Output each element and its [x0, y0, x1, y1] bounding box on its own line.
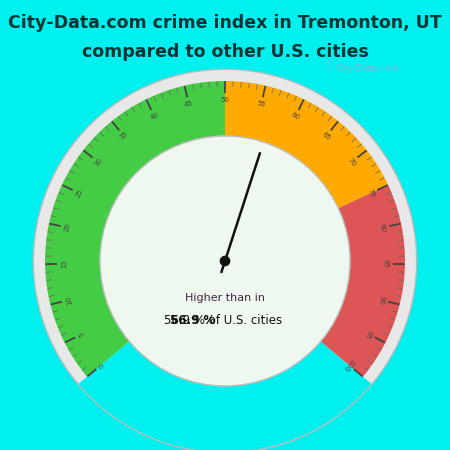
Text: 50: 50: [220, 97, 230, 103]
Text: 30: 30: [93, 157, 104, 167]
Text: 20: 20: [64, 223, 72, 233]
Wedge shape: [225, 81, 388, 208]
Text: 56.9 % of U.S. cities: 56.9 % of U.S. cities: [164, 315, 283, 328]
Text: City-Data.com: City-Data.com: [335, 64, 400, 73]
Text: 70: 70: [346, 157, 357, 167]
Circle shape: [100, 136, 350, 386]
Text: ⓘ: ⓘ: [325, 61, 332, 71]
Text: 40: 40: [149, 112, 160, 121]
Text: 100: 100: [342, 357, 355, 372]
Text: compared to other U.S. cities: compared to other U.S. cities: [81, 43, 369, 61]
Text: 95: 95: [364, 328, 373, 339]
Text: 0: 0: [98, 361, 106, 368]
Text: 45: 45: [184, 100, 194, 108]
Circle shape: [220, 256, 230, 266]
Text: City-Data.com crime index in Tremonton, UT: City-Data.com crime index in Tremonton, …: [8, 14, 442, 32]
Text: 10: 10: [65, 295, 73, 305]
Text: 35: 35: [118, 131, 129, 141]
Text: Higher than in: Higher than in: [185, 292, 265, 303]
Text: 55: 55: [256, 100, 266, 108]
Text: 5: 5: [78, 331, 86, 338]
Text: 85: 85: [383, 259, 389, 268]
Text: 75: 75: [366, 188, 375, 198]
Text: 90: 90: [377, 295, 385, 305]
Wedge shape: [321, 185, 405, 377]
Text: 60: 60: [290, 112, 301, 121]
Wedge shape: [33, 69, 417, 384]
Text: 15: 15: [61, 259, 67, 268]
Text: 56.9 %: 56.9 %: [170, 315, 215, 328]
Text: 25: 25: [75, 188, 84, 198]
Text: 80: 80: [378, 223, 386, 233]
Text: 65: 65: [321, 131, 332, 141]
Wedge shape: [45, 81, 225, 377]
